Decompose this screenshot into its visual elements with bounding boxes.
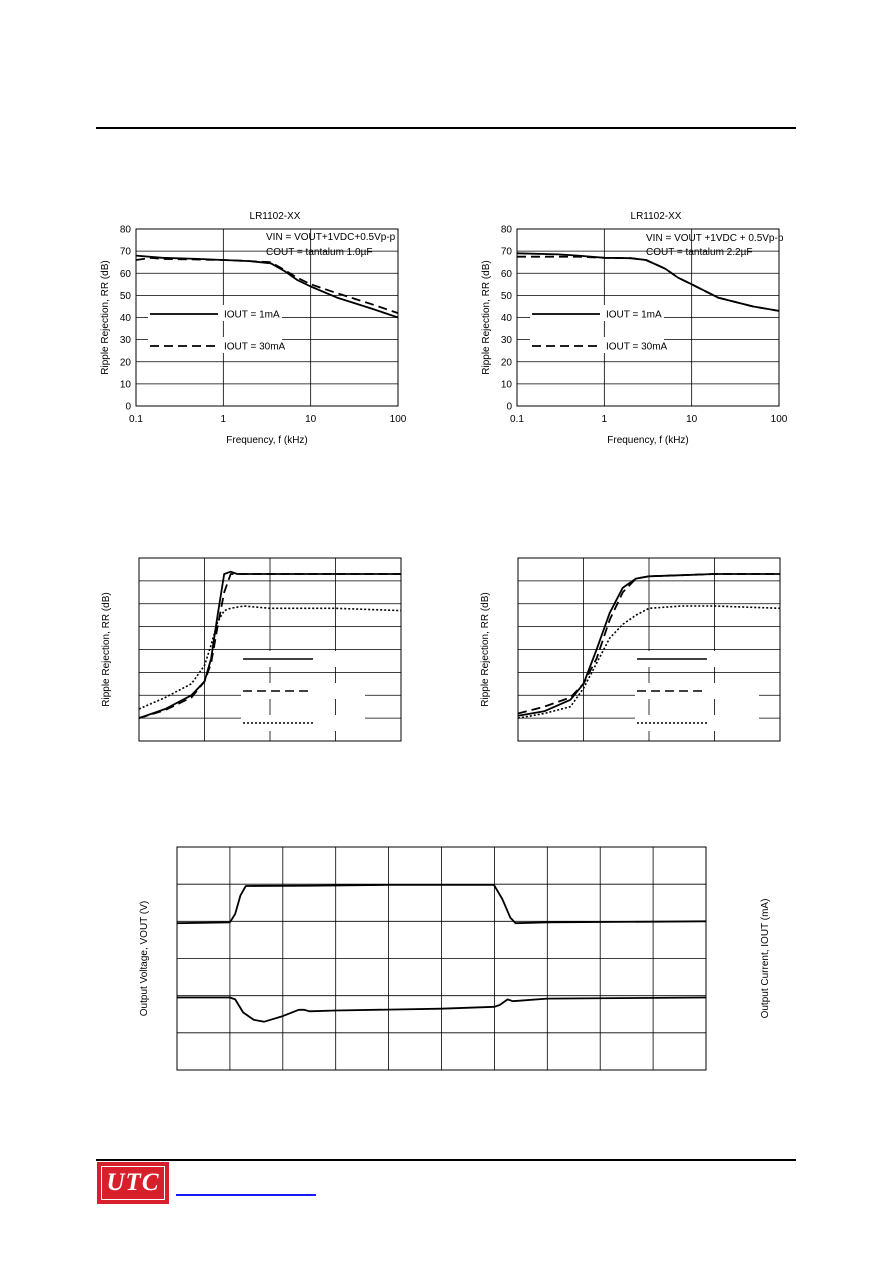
rrv2-series-2-line — [517, 573, 780, 715]
rr1-x-tick-label: 10 — [305, 414, 317, 425]
rr2-legend-bg — [530, 337, 664, 353]
rr1-series-1-line — [135, 254, 399, 319]
rr1-legend-bg — [148, 337, 282, 353]
load-series-2-line — [177, 996, 707, 1023]
rr1-y-tick-label: 60 — [120, 269, 132, 280]
rr2-x-tick-label: 10 — [686, 414, 698, 425]
website-link-underline[interactable] — [176, 1194, 316, 1196]
rr1-y-axis-label: Ripple Rejection, RR (dB) — [100, 260, 111, 375]
rr2-y-tick-label: 10 — [501, 379, 513, 390]
header-rule — [96, 127, 796, 129]
rr2-y-tick-label: 70 — [501, 247, 513, 258]
rr2-condition-text: VIN = VOUT +1VDC + 0.5Vp-p — [646, 233, 784, 244]
rr2-y-tick-label: 20 — [501, 357, 513, 368]
rr2-y-tick-label: 60 — [501, 269, 513, 280]
rr1-y-tick-label: 80 — [120, 225, 132, 236]
rr2-x-tick-label: 0.1 — [510, 414, 524, 425]
rr1-legend-label-2: IOUT = 30mA — [224, 342, 286, 353]
load-series-1-line — [176, 884, 707, 925]
rr2-series-2-line — [517, 255, 780, 312]
rr1-y-tick-label: 30 — [120, 335, 132, 346]
rr1-y-tick-label: 40 — [120, 313, 132, 324]
rrv2-y-axis-label: Ripple Rejection, RR (dB) — [480, 592, 491, 707]
rr1-y-tick-label: 50 — [120, 291, 132, 302]
rr2-condition-text: COUT = tantalum 2.2µF — [646, 247, 752, 258]
rr2-y-tick-label: 50 — [501, 291, 513, 302]
rrv1-series-2-line — [138, 573, 401, 719]
rr1-condition-text: VIN = VOUT+1VDC+0.5Vp-p — [266, 232, 396, 243]
rr1-x-tick-label: 0.1 — [129, 414, 143, 425]
rrv2-series-3-line — [517, 605, 781, 719]
rr2-y-tick-label: 40 — [501, 313, 513, 324]
rr2-y-tick-label: 30 — [501, 335, 513, 346]
rr1-y-tick-label: 10 — [120, 379, 132, 390]
rr1-legend-label-1: IOUT = 1mA — [224, 310, 280, 321]
rr1-condition-text: COUT = tantalum 1.0µF — [266, 247, 372, 258]
rr1-y-tick-label: 20 — [120, 357, 132, 368]
rr1-chart-title: LR1102-XX — [250, 211, 301, 222]
rr2-legend-label-2: IOUT = 30mA — [606, 342, 668, 353]
rr1-y-tick-label: 0 — [125, 402, 131, 413]
rr2-y-tick-label: 80 — [501, 225, 513, 236]
rr2-x-axis-label: Frequency, f (kHz) — [607, 435, 689, 446]
load-y-axis-label: Output Voltage, VOUT (V) — [139, 901, 150, 1016]
rr2-legend-label-1: IOUT = 1mA — [606, 310, 662, 321]
rr1-y-tick-label: 70 — [120, 247, 132, 258]
logo-text: UTC — [106, 1169, 160, 1196]
rr2-y-axis-label: Ripple Rejection, RR (dB) — [481, 260, 492, 375]
rrv1-y-axis-label: Ripple Rejection, RR (dB) — [101, 592, 112, 707]
load-y-axis-label-right: Output Current, IOUT (mA) — [760, 899, 771, 1019]
rr1-x-tick-label: 100 — [390, 414, 407, 425]
rr2-chart-title: LR1102-XX — [631, 211, 682, 222]
rr2-legend-bg — [530, 305, 664, 321]
rr1-x-tick-label: 1 — [221, 414, 227, 425]
rr2-y-tick-label: 0 — [506, 402, 512, 413]
utc-logo: UTC — [97, 1162, 169, 1204]
rr2-x-tick-label: 100 — [771, 414, 788, 425]
rr1-x-axis-label: Frequency, f (kHz) — [226, 435, 308, 446]
rrv1-series-3-line — [138, 605, 402, 710]
footer-rule — [96, 1159, 796, 1161]
rr1-legend-bg — [148, 305, 282, 321]
rr2-x-tick-label: 1 — [602, 414, 608, 425]
